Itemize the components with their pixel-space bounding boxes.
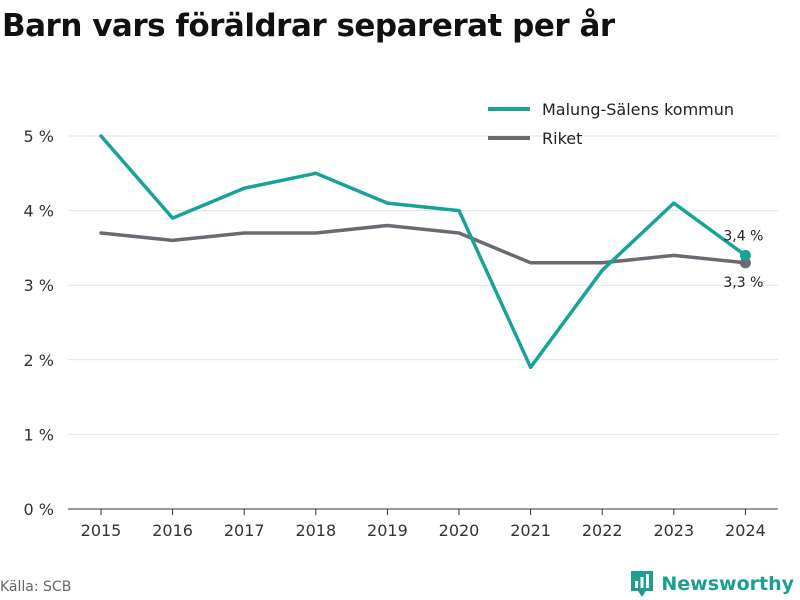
y-tick-label: 0 % <box>24 500 54 519</box>
series-line-1 <box>99 223 748 265</box>
x-tick-label: 2015 <box>81 521 122 540</box>
y-tick-label: 5 % <box>24 127 54 146</box>
newsworthy-logo-icon <box>631 571 654 597</box>
series-line-0 <box>99 134 748 370</box>
legend: Malung-Sälens kommun Riket <box>488 100 734 148</box>
y-tick-label: 3 % <box>24 276 54 295</box>
x-tick-label: 2021 <box>510 521 551 540</box>
x-tick-label: 2018 <box>295 521 336 540</box>
x-tick-label: 2022 <box>582 521 623 540</box>
x-tick-label: 2024 <box>725 521 766 540</box>
x-axis: 2015 2016 2017 2018 2019 2020 2021 2022 2023 2024 <box>68 508 778 540</box>
series-lines <box>99 134 751 370</box>
legend-label: Malung-Sälens kommun <box>542 100 734 119</box>
legend-label: Riket <box>542 129 582 148</box>
x-tick-label: 2016 <box>152 521 193 540</box>
end-value-label: 3,4 % <box>723 228 763 244</box>
y-tick-label: 4 % <box>24 202 54 221</box>
x-tick-label: 2019 <box>367 521 408 540</box>
x-tick-label: 2017 <box>224 521 265 540</box>
gridlines <box>68 135 778 435</box>
source-note: Källa: SCB <box>0 579 72 595</box>
x-tick-label: 2020 <box>439 521 480 540</box>
x-tick-label: 2023 <box>653 521 694 540</box>
brand-logo: Newsworthy <box>629 569 794 599</box>
chart-title: Barn vars föräldrar separerat per år <box>2 8 615 44</box>
end-labels: 3,4 % 3,3 % <box>723 228 763 290</box>
end-point-0 <box>739 249 751 261</box>
y-axis-ticks: 0 % 1 % 2 % 3 % 4 % 5 % <box>24 127 54 519</box>
y-tick-label: 2 % <box>24 351 54 370</box>
y-tick-label: 1 % <box>24 425 54 444</box>
end-value-label: 3,3 % <box>723 275 763 291</box>
brand-name: Newsworthy <box>661 573 794 595</box>
